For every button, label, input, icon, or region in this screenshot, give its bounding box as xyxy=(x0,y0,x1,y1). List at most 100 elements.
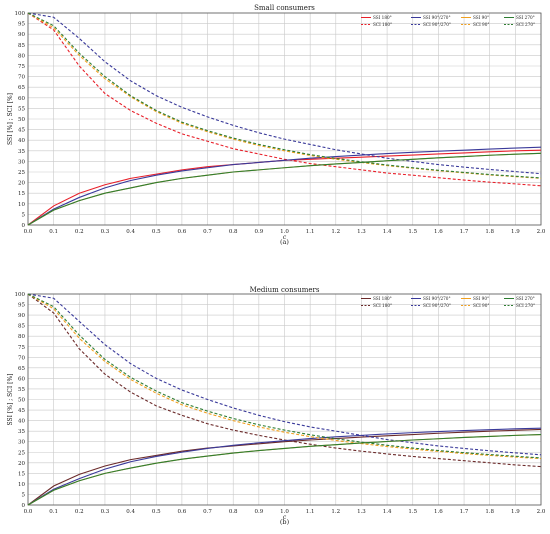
legend-label: SCI 270° xyxy=(516,303,535,308)
x-tick-label: 0.1 xyxy=(49,509,58,515)
x-tick-label: 1.3 xyxy=(357,229,366,235)
x-tick-label: 0.8 xyxy=(229,229,238,235)
legend: SSI 180° SCI 180° SSI 90°/270° SCI 90°/270°… xyxy=(361,296,535,308)
y-tick-label: 50 xyxy=(18,398,25,404)
y-tick-label: 70 xyxy=(18,75,25,81)
x-tick-label: 1.2 xyxy=(331,229,340,235)
x-tick-label: 0.8 xyxy=(229,509,238,515)
x-tick-label: 0.9 xyxy=(254,509,263,515)
x-tick-label: 1.2 xyxy=(331,509,340,515)
x-tick-label: 0.9 xyxy=(254,229,263,235)
y-tick-label: 0 xyxy=(22,223,26,229)
legend-label: SCI 90°/270° xyxy=(423,22,451,27)
legend-label: SSI 90° xyxy=(473,15,489,20)
x-tick-label: 0.7 xyxy=(203,509,212,515)
legend-label: SCI 90°/270° xyxy=(423,303,451,308)
y-tick-label: 25 xyxy=(18,170,25,176)
y-tick-label: 35 xyxy=(18,429,25,435)
series-line-3 xyxy=(27,293,542,456)
x-tick-label: 1.9 xyxy=(511,229,520,235)
plot-frame xyxy=(27,293,542,506)
x-tick-label: 0.2 xyxy=(75,509,84,515)
series-line-7 xyxy=(27,12,542,179)
series-line-0 xyxy=(27,428,542,506)
y-tick-label: 95 xyxy=(18,22,25,28)
x-tick-label: 2.0 xyxy=(537,229,546,235)
x-tick-label: 1.8 xyxy=(485,509,494,515)
x-axis-label: c xyxy=(283,234,287,241)
y-tick-label: 85 xyxy=(18,43,25,49)
y-tick-label: 100 xyxy=(15,292,26,298)
chart-panel-a: 0.0 0.1 0.2 0.3 0.4 0.5 0.6 0.7 0.8 0.9 1.0 1.1 1.2 1… xyxy=(7,4,546,246)
x-axis-label: c xyxy=(283,514,287,521)
series-group xyxy=(27,293,542,506)
y-tick-label: 100 xyxy=(15,11,26,17)
x-tick-label: 1.3 xyxy=(357,509,366,515)
x-tick-label: 1.9 xyxy=(511,509,520,515)
y-tick-label: 90 xyxy=(18,32,25,38)
chart-panel-b: 0.0 0.1 0.2 0.3 0.4 0.5 0.6 0.7 0.8 0.9 1.0 1.1 1.2 1… xyxy=(7,286,546,526)
y-tick-label: 20 xyxy=(18,181,25,187)
y-tick-label: 95 xyxy=(18,303,25,309)
series-line-6 xyxy=(27,152,542,226)
y-tick-label: 30 xyxy=(18,440,25,446)
x-tick-label: 2.0 xyxy=(537,509,546,515)
y-tick-label: 90 xyxy=(18,313,25,319)
y-tick-label: 50 xyxy=(18,117,25,123)
y-tick-label: 35 xyxy=(18,149,25,155)
x-tick-label: 1.7 xyxy=(460,229,469,235)
legend-label: SCI 180° xyxy=(373,303,392,308)
x-tick-label: 1.8 xyxy=(485,229,494,235)
legend-label: SSI 90° xyxy=(473,296,489,301)
legend-label: SSI 180° xyxy=(373,296,392,301)
legend-label: SSI 270° xyxy=(516,296,535,301)
y-tick-label: 15 xyxy=(18,191,25,197)
series-line-6 xyxy=(27,433,542,506)
legend: SSI 180° SCI 180° SSI 90°/270° SCI 90°/270°… xyxy=(361,15,535,27)
x-tick-label: 1.4 xyxy=(383,229,392,235)
series-line-2 xyxy=(27,427,542,506)
x-tick-label: 1.1 xyxy=(306,229,315,235)
y-tick-label: 30 xyxy=(18,159,25,165)
y-tick-label: 10 xyxy=(18,482,25,488)
plot-frame xyxy=(27,12,542,226)
chart-title: Medium consumers xyxy=(250,286,320,294)
y-tick-label: 5 xyxy=(22,492,26,498)
series-line-2 xyxy=(27,146,542,226)
x-tick-label: 0.4 xyxy=(126,229,135,235)
y-tick-label: 75 xyxy=(18,345,25,351)
series-group xyxy=(27,12,542,226)
y-tick-label: 10 xyxy=(18,202,25,208)
x-tick-label: 0.4 xyxy=(126,509,135,515)
legend-label: SCI 90° xyxy=(473,303,489,308)
x-tick-label: 1.6 xyxy=(434,229,443,235)
x-tick-label: 1.4 xyxy=(383,509,392,515)
x-tick-label: 0.0 xyxy=(24,509,33,515)
series-line-1 xyxy=(27,293,542,468)
y-tick-label: 55 xyxy=(18,106,25,112)
y-tick-label: 25 xyxy=(18,450,25,456)
y-tick-label: 45 xyxy=(18,128,25,134)
y-tick-label: 65 xyxy=(18,85,25,91)
y-tick-label: 20 xyxy=(18,461,25,467)
y-tick-label: 75 xyxy=(18,64,25,70)
x-tick-label: 0.7 xyxy=(203,229,212,235)
y-axis-label: SSI [%] ; SCI [%] xyxy=(7,374,14,426)
y-tick-label: 5 xyxy=(22,212,26,218)
x-tick-label: 1.5 xyxy=(408,509,417,515)
x-tick-label: 0.5 xyxy=(152,229,161,235)
y-tick-label: 0 xyxy=(22,503,26,509)
x-tick-label: 0.6 xyxy=(178,229,187,235)
chart-title: Small consumers xyxy=(254,4,315,12)
y-tick-label: 80 xyxy=(18,334,25,340)
x-tick-label: 0.6 xyxy=(178,509,187,515)
x-tick-label: 0.3 xyxy=(101,229,110,235)
y-tick-label: 60 xyxy=(18,376,25,382)
x-tick-label: 0.0 xyxy=(24,229,33,235)
x-tick-label: 1.6 xyxy=(434,509,443,515)
y-tick-label: 40 xyxy=(18,419,25,425)
series-line-5 xyxy=(27,293,542,460)
y-tick-label: 85 xyxy=(18,324,25,330)
y-axis-label: SSI [%] ; SCI [%] xyxy=(7,93,14,145)
